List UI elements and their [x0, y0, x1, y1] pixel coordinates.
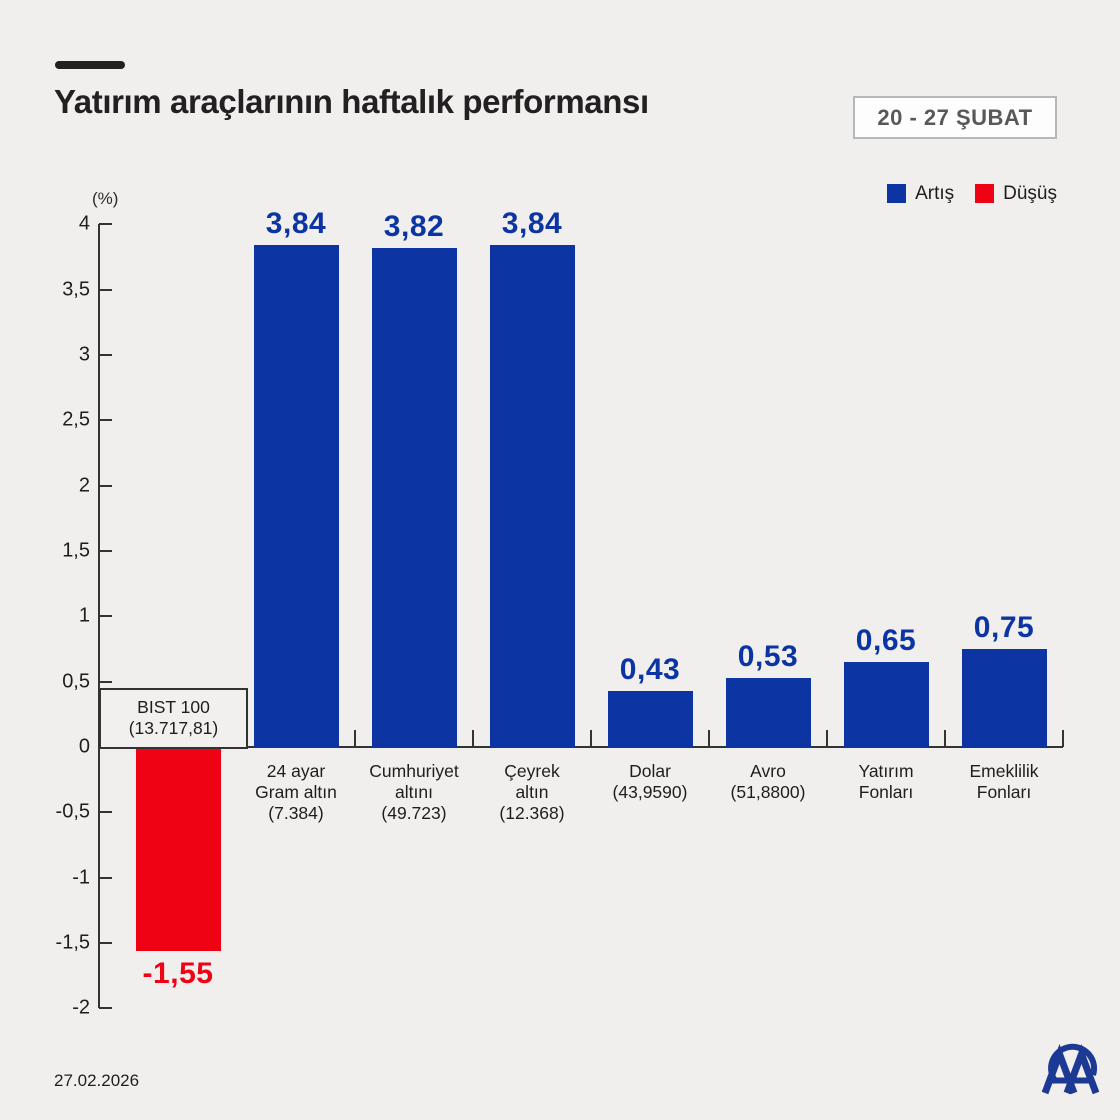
bar-emeklilik [961, 648, 1047, 747]
bar-value-label: 0,43 [619, 652, 681, 686]
category-label-line: 24 ayar [266, 761, 326, 781]
y-axis-tick [99, 1007, 112, 1010]
category-label-line: Gram altın [255, 782, 337, 802]
bar-value-label: 3,82 [383, 209, 445, 243]
legend-down-label: Düşüş [1003, 182, 1057, 204]
bar-value-label: -1,55 [142, 956, 214, 990]
y-axis-tick-label: 0 [78, 735, 90, 758]
category-label-line: altın [515, 782, 549, 802]
legend: Artış Düşüş [887, 183, 1057, 204]
y-axis-tick-label: 1,5 [62, 539, 90, 562]
logo-letter-a-right [1063, 1043, 1100, 1095]
bar-avro [725, 677, 811, 747]
x-axis-baseline [99, 746, 1063, 748]
y-axis-unit-label: (%) [92, 189, 119, 208]
y-axis-tick-label: 0,5 [62, 670, 90, 693]
category-boundary-tick [1062, 730, 1064, 747]
y-axis-tick [99, 876, 112, 879]
y-axis-tick [99, 615, 112, 618]
category-label-line: (51,8800) [730, 782, 806, 802]
y-axis-tick [99, 942, 112, 945]
category-label-line: (13.717,81) [128, 718, 219, 738]
category-boundary-tick [354, 730, 356, 747]
bar-24-ayar [253, 245, 339, 747]
category-label-line: Fonları [976, 782, 1032, 802]
category-boundary-tick [472, 730, 474, 747]
y-axis-tick-label: 2,5 [62, 408, 90, 431]
category-label: Emeklilik Fonları [969, 761, 1038, 803]
legend-down-swatch [975, 184, 995, 203]
bar-value-label: 3,84 [501, 207, 563, 241]
legend-up-label: Artış [915, 182, 955, 204]
y-axis-tick [99, 484, 112, 487]
y-axis-tick-label: 3 [78, 343, 90, 366]
y-axis-tick-label: 2 [78, 474, 90, 497]
category-label-line: Avro [750, 761, 786, 781]
bar-bist-100 [135, 748, 221, 951]
y-axis-tick [99, 419, 112, 422]
y-axis-tick-label: 3,5 [62, 278, 90, 301]
category-boundary-tick [826, 730, 828, 747]
y-axis-tick [99, 288, 112, 291]
category-label-line: Fonları [858, 782, 914, 802]
category-label: 24 ayar Gram altın (7.384) [255, 761, 337, 824]
category-label-line: altını [395, 782, 433, 802]
y-axis-tick [99, 549, 112, 552]
category-label: Dolar (43,9590) [613, 761, 688, 803]
page-title: Yatırım araçlarının haftalık performansı [54, 83, 649, 120]
category-label: Cumhuriyet altını (49.723) [369, 761, 458, 824]
category-label-line: Cumhuriyet [369, 761, 459, 781]
category-label-line: Çeyrek [504, 761, 560, 781]
y-axis-tick-label: 4 [78, 212, 90, 235]
category-label-line: Yatırım [858, 761, 914, 781]
bar-cumhuriyet [371, 247, 457, 747]
category-label-box: BIST 100 (13.717,81) [99, 688, 248, 749]
bar-dolar [607, 690, 693, 747]
category-label-line: (43,9590) [612, 782, 688, 802]
category-label-line: (49.723) [381, 803, 447, 823]
category-boundary-tick [944, 730, 946, 747]
bar--eyrek [489, 245, 575, 747]
category-label-line: (12.368) [499, 803, 565, 823]
category-boundary-tick [708, 730, 710, 747]
bar-value-label: 3,84 [265, 207, 327, 241]
category-label: Çeyrek altın (12.368) [499, 761, 564, 824]
y-axis-tick-label: -1,5 [55, 931, 90, 954]
category-label: Yatırım Fonları [858, 761, 913, 803]
category-label-line: Emeklilik [969, 761, 1039, 781]
period-badge: 20 - 27 ŞUBAT [853, 96, 1057, 139]
bar-value-label: 0,75 [973, 610, 1035, 644]
bar-yat-r-m [843, 662, 929, 747]
legend-up-swatch [887, 184, 907, 203]
y-axis-tick [99, 680, 112, 683]
footer-date: 27.02.2026 [54, 1071, 140, 1090]
y-axis-tick-label: -1 [72, 866, 90, 889]
category-boundary-tick [590, 730, 592, 747]
y-axis-tick [99, 223, 112, 226]
y-axis-tick-label: -0,5 [55, 800, 90, 823]
y-axis-tick-label: -2 [72, 996, 90, 1019]
category-label: Avro (51,8800) [731, 761, 806, 803]
aa-agency-logo [1041, 1043, 1100, 1095]
category-label-line: BIST 100 [137, 697, 210, 717]
bar-value-label: 0,65 [855, 624, 917, 658]
title-accent-dash [55, 61, 125, 69]
y-axis-tick [99, 811, 112, 814]
y-axis-tick [99, 353, 112, 356]
category-label-line: Dolar [629, 761, 671, 781]
y-axis-tick-label: 1 [78, 604, 90, 627]
category-label-line: (7.384) [268, 803, 324, 823]
bar-value-label: 0,53 [737, 639, 799, 673]
